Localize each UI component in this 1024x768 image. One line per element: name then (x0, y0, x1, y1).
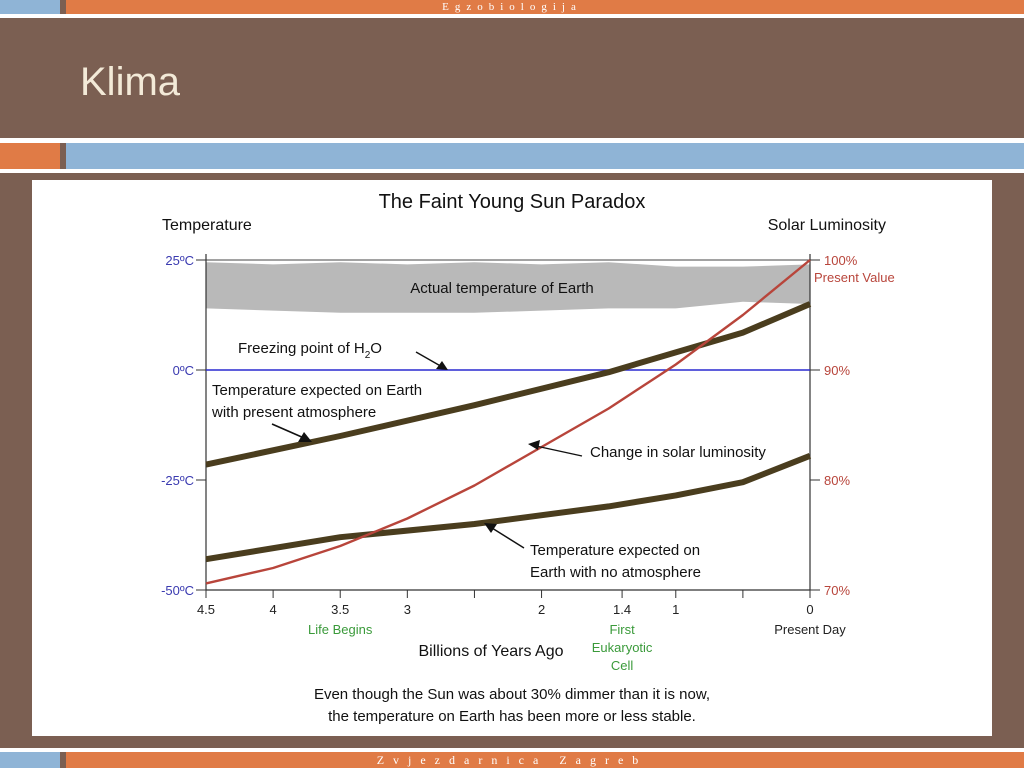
annotation-actual-temperature: Actual temperature of Earth (410, 280, 593, 297)
x-axis-tick-label: 4 (269, 602, 276, 617)
right-axis-title: Solar Luminosity (768, 217, 886, 234)
slide-title: Klima (80, 60, 181, 104)
title-area (0, 18, 1024, 138)
bottom-divider (0, 748, 1024, 752)
right-axis-tick-label: 100% (824, 253, 858, 268)
top-right-accent-bar (66, 0, 1024, 14)
slide-footer: Zvjezdarnica Zagreb (376, 753, 648, 767)
freezing-label-part: O (370, 340, 382, 357)
chart-caption-line: Even though the Sun was about 30% dimmer… (314, 686, 710, 703)
annotation-eukaryotic-line: Eukaryotic (592, 640, 653, 655)
no-atmosphere-pointer-head (484, 523, 497, 533)
chart-caption-line: the temperature on Earth has been more o… (328, 708, 696, 725)
separator-left-block (0, 143, 60, 169)
left-axis-tick-label: -25ºC (161, 473, 194, 488)
x-axis-tick-label: 4.5 (197, 602, 215, 617)
annotation-freezing-point: Freezing point of H2O (238, 340, 382, 361)
right-axis-tick-label: 80% (824, 473, 850, 488)
luminosity-pointer-head (528, 440, 540, 450)
freezing-label-part: 2 (365, 350, 371, 361)
luminosity-pointer (535, 445, 583, 457)
slide-header: Egzobiologija (442, 1, 582, 13)
annotation-eukaryotic-line: First (609, 622, 635, 637)
annotation-no-atmosphere-2: Earth with no atmosphere (530, 564, 701, 581)
present-atmosphere-pointer-head (298, 432, 312, 442)
bottom-left-accent-bar (0, 752, 60, 768)
chart-title: The Faint Young Sun Paradox (379, 191, 646, 213)
x-axis-tick-label: 0 (806, 602, 813, 617)
freezing-pointer-head (436, 361, 448, 370)
present-atmosphere-pointer (271, 423, 305, 439)
x-axis-tick-label: 2 (538, 602, 545, 617)
annotation-present-atmosphere-2: with present atmosphere (211, 404, 376, 421)
right-axis-tick-label: 90% (824, 363, 850, 378)
bottom-right-accent-bar (66, 752, 1024, 768)
annotation-no-atmosphere-1: Temperature expected on (530, 542, 700, 559)
annotation-present-day: Present Day (774, 622, 846, 637)
annotation-present-atmosphere-1: Temperature expected on Earth (212, 382, 422, 399)
separator-line (0, 138, 1024, 143)
annotation-eukaryotic-line: Cell (611, 658, 634, 673)
annotation-life-begins: Life Begins (308, 622, 373, 637)
top-left-accent-bar (0, 0, 60, 14)
chart-canvas: 25ºC 0ºC -25ºC -50ºC 100% 90% 80% 70% Present Va… (161, 191, 895, 725)
x-axis-tick-label: 3.5 (331, 602, 349, 617)
separator-right-block (66, 143, 1024, 169)
solar-luminosity-line (205, 259, 811, 585)
separator-line-lower (0, 169, 1024, 173)
present-atmosphere-line (205, 301, 812, 468)
top-divider (0, 14, 1024, 18)
no-atmosphere-pointer (491, 527, 525, 549)
annotation-solar-luminosity: Change in solar luminosity (590, 444, 766, 461)
present-value-label: Present Value (814, 270, 895, 285)
x-axis-title: Billions of Years Ago (419, 643, 564, 660)
no-atmosphere-line (205, 453, 812, 563)
left-axis-tick-label: -50ºC (161, 583, 194, 598)
x-axis-tick-label: 1 (672, 602, 679, 617)
left-axis-title: Temperature (162, 217, 252, 234)
x-axis-tick-label: 3 (404, 602, 411, 617)
freezing-label-part: Freezing point of H (238, 340, 365, 357)
left-axis-tick-label: 0ºC (173, 363, 194, 378)
chart-figure: 25ºC 0ºC -25ºC -50ºC 100% 90% 80% 70% Present Va… (32, 180, 992, 736)
left-axis-tick-label: 25ºC (165, 253, 194, 268)
x-axis-tick-label: 1.4 (613, 602, 631, 617)
actual-temperature-band (206, 262, 810, 313)
annotation-first-eukaryotic-cell: First Eukaryotic Cell (592, 622, 653, 673)
right-axis-tick-label: 70% (824, 583, 850, 598)
